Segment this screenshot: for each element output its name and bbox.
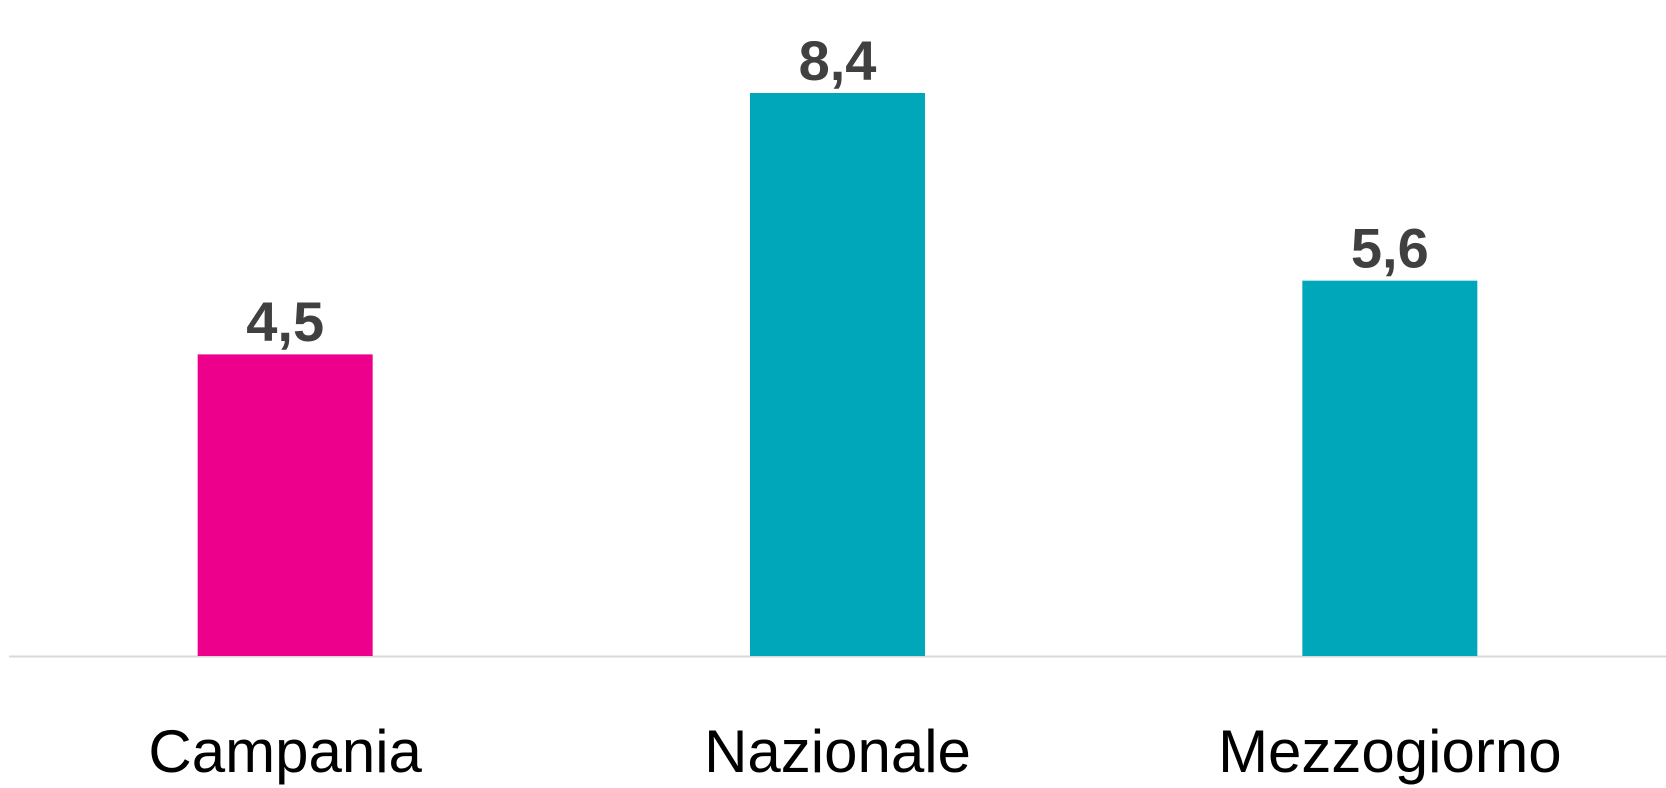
value-label: 4,5 [246, 290, 324, 353]
x-tick-label: Campania [148, 718, 422, 785]
x-tick-label: Nazionale [704, 718, 971, 785]
bar [1302, 280, 1478, 656]
bar [197, 354, 373, 656]
x-tick-label: Mezzogiorno [1218, 718, 1562, 785]
value-label: 8,4 [799, 29, 877, 92]
value-label: 5,6 [1351, 216, 1429, 279]
bar [750, 93, 925, 656]
